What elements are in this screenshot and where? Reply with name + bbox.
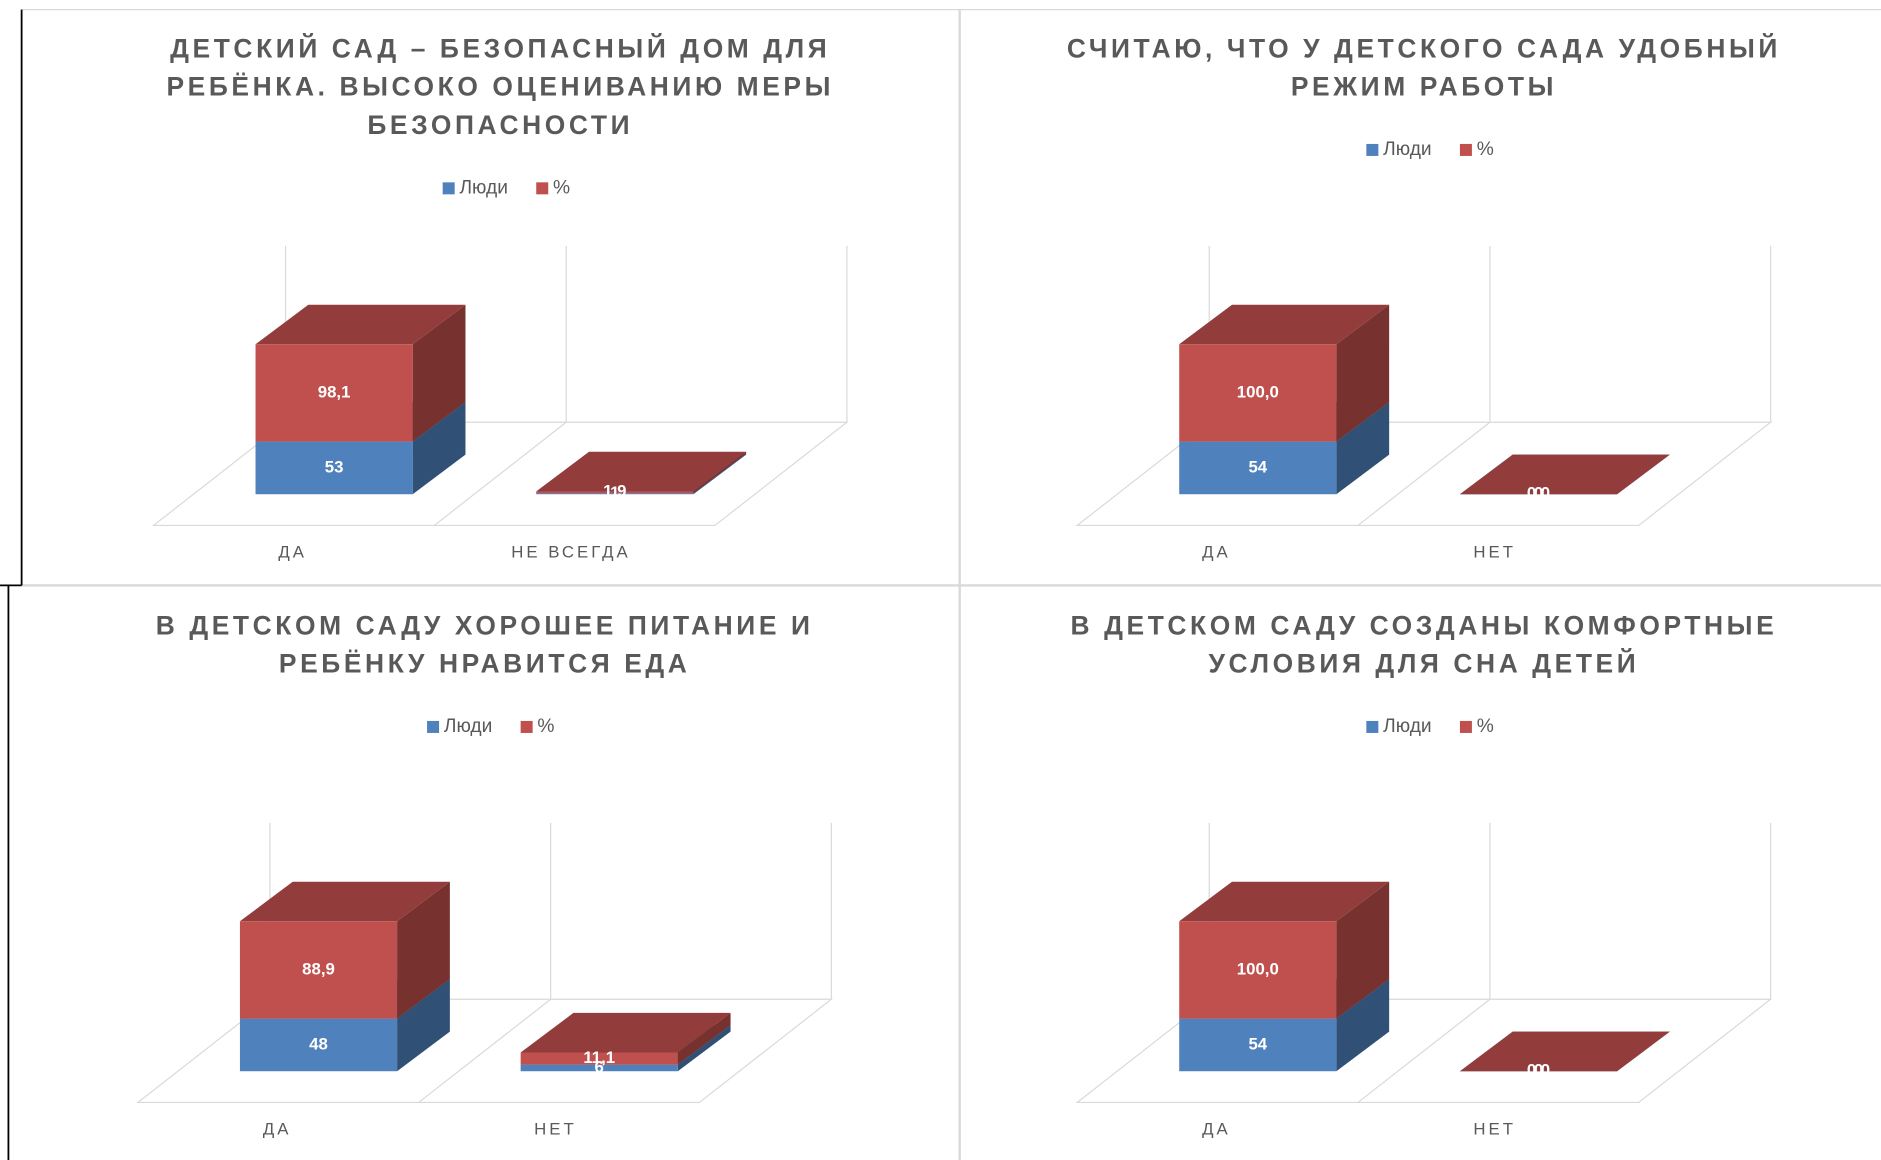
x-tick-label: ДА (1202, 1119, 1231, 1138)
bar-side (693, 451, 747, 494)
legend-swatch (520, 720, 533, 733)
legend-label: Люди (1383, 139, 1431, 160)
bar-top (1179, 881, 1390, 922)
bar-top (1459, 454, 1670, 495)
legend-label: % (1477, 139, 1494, 160)
bar-top (1179, 304, 1390, 345)
chart: СЧИТАЮ, ЧТО У ДЕТСКОГО САДА УДОБНЫЙ РЕЖИМ… (1067, 33, 1781, 561)
data-label: 98,1 (318, 382, 351, 401)
data-label: 1,9 (603, 482, 626, 501)
data-label: 0,0 (1527, 1061, 1550, 1080)
bar (1179, 441, 1337, 495)
chart: В ДЕТСКОМ САДУ ХОРОШЕЕ ПИТАНИЕ И РЕБЁНКУ … (136, 610, 834, 1138)
bar (239, 1018, 398, 1072)
floor-divider (418, 998, 552, 1103)
data-label: 0,0 (1527, 484, 1550, 503)
legend-label: Люди (444, 716, 492, 737)
legend-label: % (553, 177, 570, 198)
bar (255, 344, 413, 442)
chart: В ДЕТСКОМ САДУ СОЗДАНЫ КОМФОРТНЫЕ УСЛОВИЯ… (1071, 610, 1778, 1138)
data-label: 48 (309, 1034, 328, 1053)
legend-swatch (442, 182, 455, 195)
floor-divider (1357, 421, 1491, 526)
x-tick-label: ДА (278, 542, 307, 561)
chart-title: ДЕТСКИЙ САД – БЕЗОПАСНЫЙ ДОМ ДЛЯ (170, 33, 830, 63)
x-tick-label: ДА (263, 1119, 292, 1138)
chart-title: СЧИТАЮ, ЧТО У ДЕТСКОГО САДА УДОБНЫЙ (1067, 33, 1781, 63)
bar-top (536, 451, 747, 492)
x-tick-label: НЕТ (1473, 1119, 1516, 1138)
bar-top (255, 304, 466, 345)
legend-swatch (1366, 143, 1379, 156)
bar-side (677, 1012, 731, 1065)
bar (239, 921, 398, 1019)
data-label: 6 (595, 1057, 604, 1076)
bar (1179, 1018, 1337, 1072)
data-label: 1 (610, 483, 619, 502)
floor-divider (1357, 998, 1491, 1103)
chart-title: БЕЗОПАСНОСТИ (367, 110, 633, 140)
x-tick-label: НЕТ (1473, 542, 1516, 561)
chart-title: РЕБЁНКА. ВЫСОКО ОЦЕНИВАНИЮ МЕРЫ (166, 72, 834, 102)
chart-title: В ДЕТСКОМ САДУ ХОРОШЕЕ ПИТАНИЕ И (156, 610, 814, 640)
data-label: 100,0 (1237, 959, 1279, 978)
bar-side (397, 979, 450, 1072)
bar-top (239, 881, 450, 922)
bar (520, 1052, 678, 1065)
legend-label: % (537, 716, 554, 737)
bar (536, 491, 694, 494)
bar-side (1336, 881, 1390, 1019)
data-label: 100,0 (1237, 382, 1279, 401)
x-tick-label: ДА (1202, 542, 1231, 561)
chart-title: УСЛОВИЯ ДЛЯ СНА ДЕТЕЙ (1209, 649, 1640, 679)
bar-side (412, 304, 466, 442)
bar (1179, 921, 1337, 1019)
data-label: 88,9 (302, 959, 335, 978)
bar-side (1336, 979, 1390, 1072)
bar-side (1336, 402, 1390, 495)
data-label: 54 (1248, 457, 1267, 476)
floor-divider (433, 421, 567, 526)
legend-swatch (1459, 143, 1472, 156)
bar-side (412, 402, 466, 495)
chart: ДЕТСКИЙ САД – БЕЗОПАСНЫЙ ДОМ ДЛЯ РЕБЁНКА.… (151, 33, 849, 561)
bar-side (693, 453, 747, 495)
bar (536, 493, 694, 495)
bar (255, 441, 413, 495)
data-label: 11,1 (583, 1048, 615, 1067)
legend-swatch (536, 182, 549, 195)
chart-title: В ДЕТСКОМ САДУ СОЗДАНЫ КОМФОРТНЫЕ (1071, 610, 1778, 640)
data-label: 0 (1534, 484, 1543, 503)
bar (520, 1064, 678, 1072)
legend-label: % (1477, 716, 1494, 737)
bar-side (677, 1025, 731, 1072)
bar (1179, 344, 1337, 442)
legend-label: Люди (1383, 716, 1431, 737)
bar-side (397, 881, 450, 1019)
bar-side (1336, 304, 1390, 442)
bar-top (1459, 1031, 1670, 1072)
legend-swatch (427, 720, 440, 733)
chart-title: РЕБЁНКУ НРАВИТСЯ ЕДА (279, 649, 691, 679)
x-tick-label: НЕ ВСЕГДА (511, 542, 630, 561)
x-tick-label: НЕТ (534, 1119, 577, 1138)
chart-title: РЕЖИМ РАБОТЫ (1291, 72, 1557, 102)
data-label: 53 (325, 457, 344, 476)
legend-label: Люди (459, 177, 507, 198)
data-label: 54 (1248, 1034, 1267, 1053)
bar-top (520, 1012, 731, 1053)
legend-swatch (1459, 720, 1472, 733)
data-label: 0 (1534, 1061, 1543, 1080)
legend-swatch (1366, 720, 1379, 733)
